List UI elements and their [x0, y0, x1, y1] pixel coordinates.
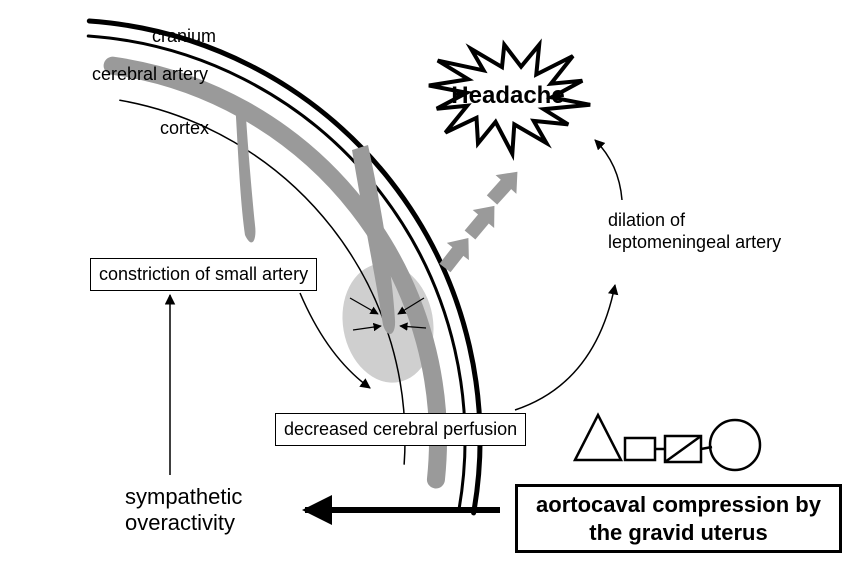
perfusion-text: decreased cerebral perfusion	[284, 419, 517, 439]
dilation-arrow-2	[482, 162, 528, 209]
headache-text: Headache	[451, 82, 564, 109]
patient-figure	[575, 415, 760, 470]
cranium-label: cranium	[152, 26, 216, 48]
perfusion-box: decreased cerebral perfusion	[275, 413, 526, 446]
sympathetic-label: sympathetic overactivity	[125, 484, 242, 537]
aortocaval-box: aortocaval compression by the gravid ute…	[515, 484, 842, 553]
cerebral-artery-label: cerebral artery	[92, 64, 208, 86]
flow-perfusion-to-dilation	[515, 285, 615, 410]
constriction-box: constriction of small artery	[90, 258, 317, 291]
flow-dilation-to-headache	[595, 140, 622, 200]
dilation-arrow-1	[459, 197, 505, 244]
aortocaval-text: aortocaval compression by the gravid ute…	[536, 492, 821, 545]
cortex-label: cortex	[160, 118, 209, 140]
dilation-label: dilation of leptomeningeal artery	[608, 210, 781, 253]
constriction-text: constriction of small artery	[99, 264, 308, 284]
